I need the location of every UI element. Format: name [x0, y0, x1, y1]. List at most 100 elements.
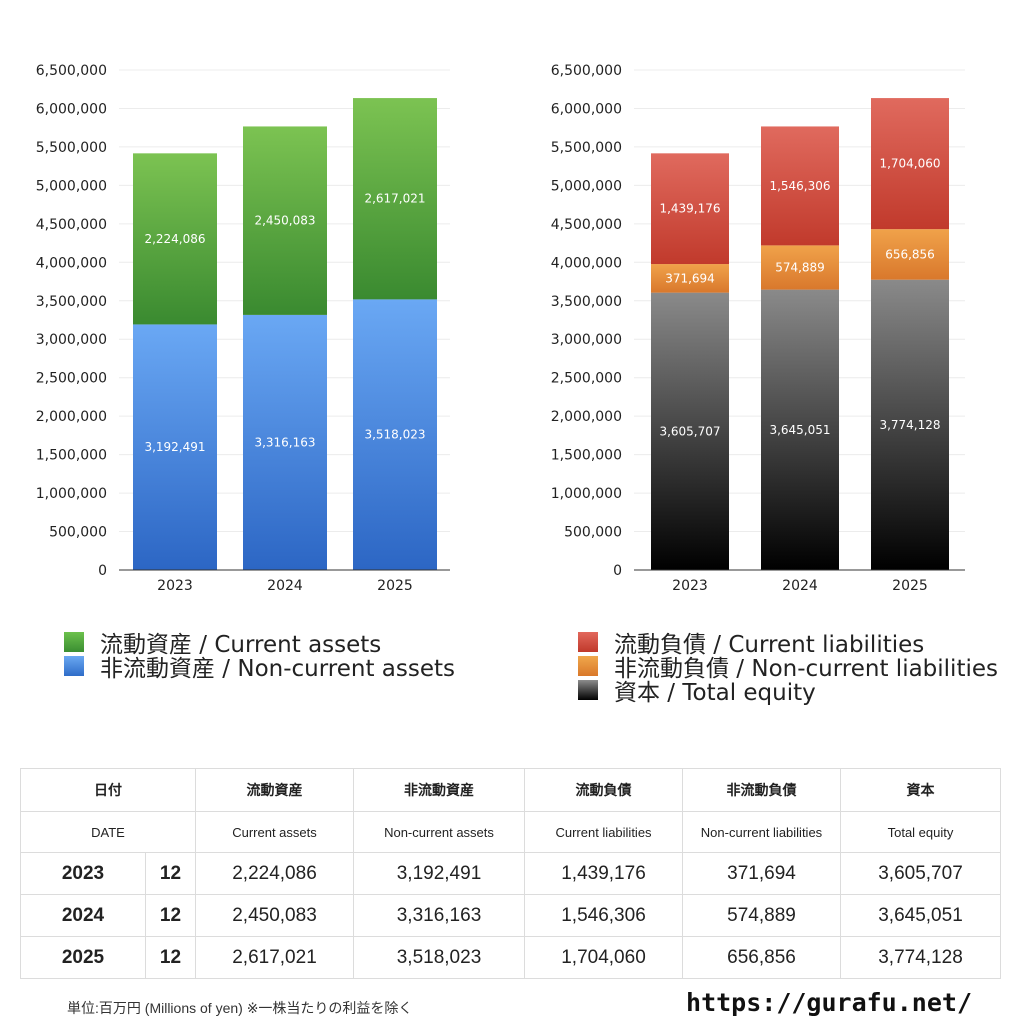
table-cell-month: 12 — [145, 936, 196, 979]
data-label: 3,645,051 — [769, 423, 830, 437]
y-tick-label: 3,500,000 — [36, 294, 107, 310]
y-tick-label: 0 — [98, 563, 107, 579]
bar-segment — [761, 126, 839, 246]
data-label: 3,518,023 — [364, 428, 425, 442]
y-tick-label: 5,500,000 — [36, 140, 107, 156]
table-header-cell: Current liabilities — [524, 811, 683, 853]
table-cell: 3,605,707 — [840, 852, 1001, 895]
y-tick-label: 6,000,000 — [551, 101, 622, 117]
bar-segment — [871, 229, 949, 280]
table-cell: 3,316,163 — [353, 894, 525, 937]
legend-label: 流動負債 / Current liabilities — [614, 632, 925, 658]
bar-segment — [133, 153, 217, 325]
bar-segment — [761, 289, 839, 570]
data-label: 2,224,086 — [144, 232, 205, 246]
bar-segment — [651, 153, 729, 265]
y-tick-label: 2,000,000 — [551, 409, 622, 425]
assets-chart: 0 500,000 1,000,000 1,500,000 2,000,000 2,500… — [36, 63, 965, 594]
data-label: 656,856 — [885, 247, 935, 261]
bar-segment — [353, 98, 437, 300]
y-tick-label: 2,000,000 — [36, 409, 107, 425]
y-tick-label: 2,500,000 — [551, 371, 622, 387]
table-header-en: DATE Current assets Non-current assets C… — [20, 811, 1001, 853]
table-cell: 3,518,023 — [353, 936, 525, 979]
table-header-cell: Non-current liabilities — [682, 811, 841, 853]
y-tick-label: 500,000 — [49, 525, 107, 541]
table-cell: 574,889 — [682, 894, 841, 937]
legend-label: 非流動資産 / Non-current assets — [100, 656, 456, 682]
x-tick-label: 2023 — [672, 578, 708, 594]
y-tick-label: 4,500,000 — [36, 217, 107, 233]
table-cell-month: 12 — [145, 894, 196, 937]
table-header-cell: Total equity — [840, 811, 1001, 853]
table-row: 2024 12 2,450,083 3,316,163 1,546,306 57… — [20, 894, 1001, 937]
table-cell: 3,192,491 — [353, 852, 525, 895]
table-cell: 656,856 — [682, 936, 841, 979]
bar-segment — [871, 98, 949, 230]
y-tick-label: 4,500,000 — [551, 217, 622, 233]
data-label: 3,316,163 — [254, 435, 315, 449]
legend-label: 非流動負債 / Non-current liabilities — [614, 656, 998, 682]
legend-swatch — [578, 680, 598, 700]
table-header-cell: 資本 — [840, 768, 1001, 812]
unit-footnote: 単位:百万円 (Millions of yen) ※一株当たりの利益を除く — [67, 1000, 413, 1016]
x-tick-label: 2025 — [377, 578, 413, 594]
table-header-cell: 流動負債 — [524, 768, 683, 812]
data-label: 1,546,306 — [769, 179, 830, 193]
y-tick-label: 1,000,000 — [36, 486, 107, 502]
table-cell-year: 2025 — [20, 936, 146, 979]
table-header-cell: Non-current assets — [353, 811, 525, 853]
y-tick-label: 6,500,000 — [36, 63, 107, 79]
data-table: 日付 流動資産 非流動資産 流動負債 非流動負債 資本 DATE Current… — [20, 768, 1001, 979]
table-cell: 371,694 — [682, 852, 841, 895]
bar-segment — [353, 299, 437, 570]
bar-segment — [871, 279, 949, 570]
table-cell: 1,704,060 — [524, 936, 683, 979]
table-cell-month: 12 — [145, 852, 196, 895]
data-label: 2,617,021 — [364, 192, 425, 206]
table-header-cell: 非流動資産 — [353, 768, 525, 812]
bar-segment — [243, 314, 327, 570]
legend-swatch — [578, 632, 598, 652]
y-tick-label: 6,500,000 — [551, 63, 622, 79]
legend-item-current-assets: 流動資産 / Current assets — [64, 630, 455, 658]
y-tick-label: 5,000,000 — [36, 178, 107, 194]
y-tick-label: 5,500,000 — [551, 140, 622, 156]
legend-swatch — [64, 656, 84, 676]
table-cell: 2,617,021 — [195, 936, 354, 979]
y-tick-label: 1,500,000 — [551, 448, 622, 464]
y-tick-label: 3,500,000 — [551, 294, 622, 310]
table-cell-year: 2024 — [20, 894, 146, 937]
x-tick-label: 2024 — [267, 578, 303, 594]
table-cell: 3,645,051 — [840, 894, 1001, 937]
table-row: 2025 12 2,617,021 3,518,023 1,704,060 65… — [20, 936, 1001, 979]
legend-item-non-current-liabilities: 非流動負債 / Non-current liabilities — [578, 654, 998, 682]
table-row: 2023 12 2,224,086 3,192,491 1,439,176 37… — [20, 852, 1001, 895]
y-tick-label: 1,000,000 — [551, 486, 622, 502]
legend-right: 流動負債 / Current liabilities 非流動負債 / Non-c… — [578, 630, 998, 706]
site-url: https://gurafu.net/ — [686, 988, 972, 1017]
table-cell: 2,450,083 — [195, 894, 354, 937]
data-label: 371,694 — [665, 271, 715, 285]
x-tick-label: 2024 — [782, 578, 818, 594]
bar-segment — [243, 126, 327, 315]
y-tick-label: 6,000,000 — [36, 101, 107, 117]
y-tick-label: 1,500,000 — [36, 448, 107, 464]
y-tick-label: 500,000 — [564, 525, 622, 541]
data-label: 3,774,128 — [879, 418, 940, 432]
legend-item-current-liabilities: 流動負債 / Current liabilities — [578, 630, 998, 658]
table-cell-year: 2023 — [20, 852, 146, 895]
table-cell: 3,774,128 — [840, 936, 1001, 979]
legend-label: 資本 / Total equity — [614, 680, 816, 706]
legend-swatch — [64, 632, 84, 652]
x-tick-label: 2023 — [157, 578, 193, 594]
table-header-cell: 日付 — [20, 768, 196, 812]
y-tick-label: 4,000,000 — [36, 255, 107, 271]
bar-segment — [133, 324, 217, 570]
legend-left: 流動資産 / Current assets 非流動資産 / Non-curren… — [64, 630, 455, 682]
table-header-cell: DATE — [20, 811, 196, 853]
table-cell: 1,546,306 — [524, 894, 683, 937]
table-header-cell: 流動資産 — [195, 768, 354, 812]
table-cell: 1,439,176 — [524, 852, 683, 895]
legend-swatch — [578, 656, 598, 676]
